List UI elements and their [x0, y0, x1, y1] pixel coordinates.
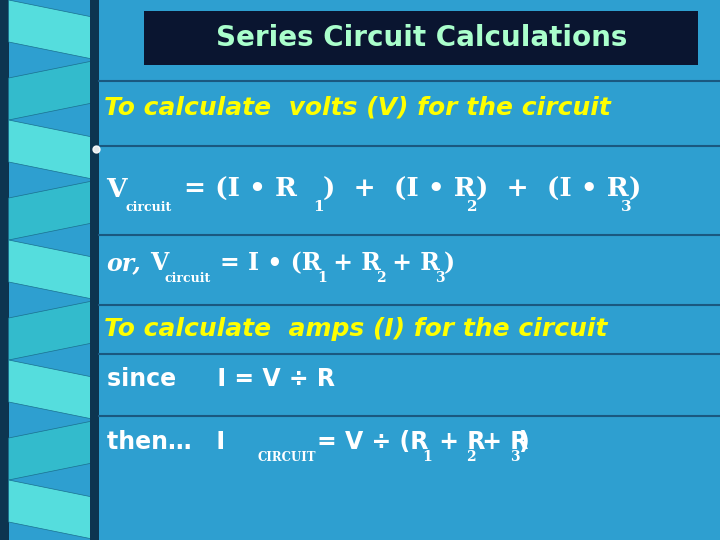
Text: Series Circuit Calculations: Series Circuit Calculations [215, 24, 627, 52]
Text: 3: 3 [621, 200, 631, 214]
Polygon shape [9, 60, 97, 120]
Text: + R: + R [431, 430, 485, 454]
FancyBboxPatch shape [144, 11, 698, 65]
Text: 1: 1 [317, 271, 327, 285]
Text: ): ) [629, 177, 641, 202]
Polygon shape [9, 120, 97, 180]
Polygon shape [9, 0, 97, 60]
Text: 3: 3 [435, 271, 444, 285]
Text: 1: 1 [313, 200, 324, 214]
Text: then…   I: then… I [107, 430, 225, 454]
Text: 2: 2 [376, 271, 385, 285]
Text: + R: + R [384, 251, 441, 275]
Text: To calculate  volts (V) for the circuit: To calculate volts (V) for the circuit [104, 96, 611, 120]
Text: ): ) [518, 430, 529, 454]
Polygon shape [9, 360, 97, 420]
Polygon shape [9, 420, 97, 480]
Text: + R: + R [474, 430, 529, 454]
Text: = (I • R: = (I • R [184, 177, 297, 202]
Bar [90, 0, 99, 540]
Text: since     I = V ÷ R: since I = V ÷ R [107, 367, 335, 391]
Text: 1: 1 [423, 450, 433, 464]
Text: 2: 2 [467, 450, 476, 464]
Text: ): ) [444, 251, 454, 275]
Text: CIRCUIT: CIRCUIT [258, 451, 316, 464]
Polygon shape [9, 300, 97, 360]
Text: )  +  (I • R: ) + (I • R [323, 177, 475, 202]
Text: V: V [150, 251, 168, 275]
Text: circuit: circuit [126, 200, 172, 214]
Bar [0, 0, 9, 540]
Text: + R: + R [325, 251, 382, 275]
Text: V: V [107, 177, 127, 202]
Polygon shape [9, 480, 97, 540]
Text: )  +  (I • R: ) + (I • R [476, 177, 629, 202]
Text: = I • (R: = I • (R [220, 251, 321, 275]
Polygon shape [9, 240, 97, 300]
Polygon shape [9, 180, 97, 240]
Text: circuit: circuit [164, 272, 210, 285]
Text: or,: or, [107, 251, 141, 275]
Text: 3: 3 [510, 450, 520, 464]
Text: 2: 2 [467, 200, 477, 214]
Text: = V ÷ (R: = V ÷ (R [317, 430, 428, 454]
Text: To calculate  amps (I) for the circuit: To calculate amps (I) for the circuit [104, 318, 608, 341]
